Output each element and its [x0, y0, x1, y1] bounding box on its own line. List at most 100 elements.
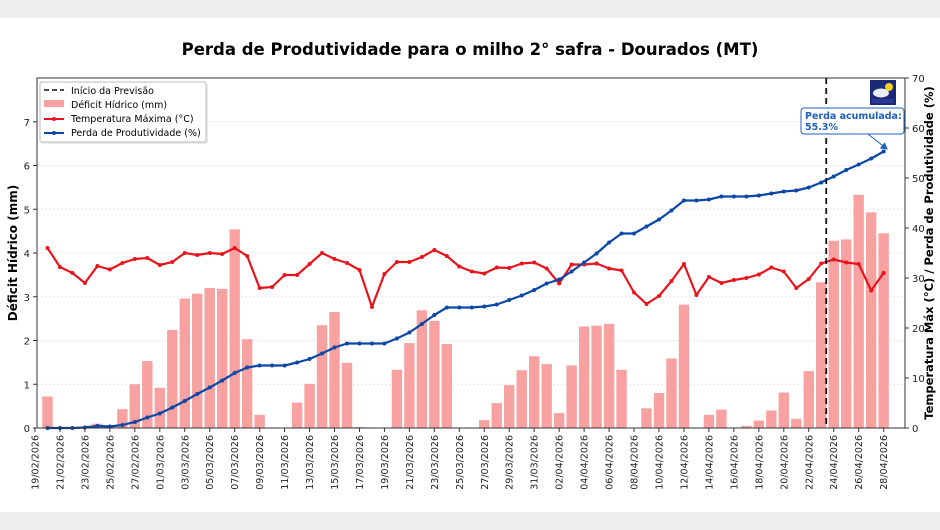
productivity-loss-point — [819, 180, 824, 185]
deficit-bar — [42, 396, 53, 428]
temperature-point — [245, 254, 250, 258]
x-tick-label: 15/03/2026 — [330, 435, 341, 490]
deficit-bar — [529, 356, 540, 428]
productivity-loss-point — [657, 217, 661, 222]
legend-deficit-label: Déficit Hídrico (mm) — [71, 100, 167, 111]
deficit-bar — [167, 330, 178, 428]
temperature-point — [482, 271, 487, 276]
deficit-bar — [666, 358, 677, 428]
y-tick-label-right: 70 — [912, 74, 925, 85]
x-tick-label: 27/02/2026 — [130, 435, 141, 490]
deficit-bar — [828, 240, 839, 428]
temperature-point — [369, 305, 374, 309]
annotation-line1: Perda acumulada: — [805, 111, 902, 122]
deficit-bar — [678, 304, 690, 428]
productivity-loss-point — [719, 194, 724, 199]
productivity-loss-point — [681, 198, 686, 203]
temperature-point — [107, 267, 112, 272]
x-tick-label: 05/03/2026 — [205, 435, 216, 490]
productivity-loss-point — [519, 293, 524, 298]
temperature-point — [419, 255, 424, 259]
productivity-loss-point — [706, 197, 711, 202]
deficit-bar — [603, 323, 615, 428]
y-tick-label-left: 0 — [24, 424, 30, 435]
y-tick-label-right: 10 — [912, 374, 925, 385]
deficit-bar — [778, 392, 789, 428]
temperature-point — [694, 293, 699, 297]
productivity-loss-point — [632, 231, 637, 236]
temperature-point — [394, 260, 399, 264]
temperature-point — [157, 263, 162, 267]
y-axis-label-right: Temperatura Máx (°C) / Perda de Produtiv… — [922, 86, 936, 420]
temperature-point — [881, 271, 886, 275]
temperature-point — [332, 257, 337, 261]
y-tick-label-left: 2 — [24, 337, 30, 348]
x-tick-label: 22/04/2026 — [804, 435, 815, 490]
x-tick-label: 02/04/2026 — [555, 435, 566, 490]
y-tick-label-right: 40 — [912, 224, 925, 235]
y-tick-label-left: 7 — [24, 118, 30, 129]
x-tick-label: 11/03/2026 — [280, 435, 291, 490]
productivity-loss-point — [844, 168, 849, 172]
productivity-loss-point — [781, 189, 786, 194]
temperature-point — [270, 285, 275, 289]
y-tick-label-right: 0 — [912, 424, 918, 435]
temperature-point — [619, 268, 624, 273]
temperature-point — [145, 256, 150, 260]
temperature-point — [457, 264, 462, 269]
deficit-bar — [816, 282, 827, 428]
y-tick-label-left: 3 — [24, 293, 30, 304]
productivity-loss-point — [195, 392, 200, 396]
y-tick-label-left: 5 — [24, 205, 30, 216]
temperature-point — [644, 302, 649, 306]
x-tick-label: 03/03/2026 — [180, 435, 191, 490]
temperature-point — [844, 260, 849, 265]
deficit-bar — [865, 212, 877, 428]
deficit-bar — [441, 344, 453, 428]
productivity-loss-point — [245, 365, 250, 370]
temperature-point — [719, 281, 724, 285]
temperature-point — [519, 261, 524, 266]
x-tick-label: 19/03/2026 — [380, 435, 391, 490]
deficit-bar — [254, 414, 265, 428]
temperature-point — [345, 261, 349, 265]
temperature-point — [769, 265, 774, 270]
temperature-point — [819, 261, 824, 266]
y-axis-label-left: Déficit Hídrico (mm) — [6, 185, 20, 321]
productivity-loss-point — [207, 385, 212, 390]
temperature-point — [120, 261, 125, 265]
x-tick-label: 23/02/2026 — [80, 435, 91, 490]
x-tick-label: 13/03/2026 — [305, 435, 316, 490]
productivity-loss-point — [482, 304, 487, 309]
temperature-point — [382, 272, 387, 276]
temperature-point — [357, 268, 362, 272]
x-tick-label: 27/03/2026 — [480, 435, 491, 490]
productivity-loss-point — [382, 341, 387, 346]
annotation-line2: 55.3% — [805, 122, 838, 133]
deficit-bar — [316, 325, 328, 428]
deficit-bar — [541, 364, 552, 428]
x-tick-label: 19/02/2026 — [31, 435, 42, 490]
deficit-bar — [703, 414, 715, 428]
x-tick-label: 06/04/2026 — [605, 435, 616, 490]
productivity-loss-point — [132, 420, 137, 424]
temperature-point — [182, 251, 187, 255]
productivity-loss-point — [607, 240, 612, 245]
deficit-bar — [129, 384, 141, 428]
productivity-loss-point — [532, 288, 537, 292]
temperature-point — [257, 286, 262, 290]
x-tick-label: 04/04/2026 — [580, 435, 591, 490]
productivity-loss-point — [295, 360, 300, 365]
deficit-bar — [741, 425, 752, 428]
temperature-point — [806, 277, 811, 281]
productivity-loss-point — [469, 305, 474, 310]
x-tick-label: 17/03/2026 — [355, 435, 366, 490]
chart-title: Perda de Produtividade para o milho 2° s… — [182, 40, 759, 59]
productivity-loss-point — [307, 357, 312, 361]
productivity-loss-point — [95, 424, 100, 428]
temperature-point — [82, 281, 87, 285]
temperature-point — [794, 286, 799, 290]
deficit-bar — [291, 402, 303, 428]
deficit-bar — [616, 369, 627, 428]
